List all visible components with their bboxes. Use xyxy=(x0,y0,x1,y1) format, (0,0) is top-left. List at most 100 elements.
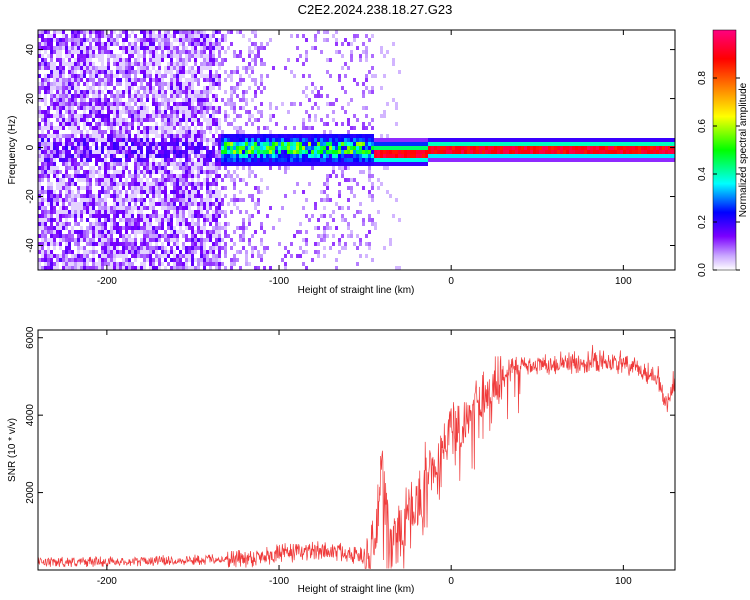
heatmap-cell xyxy=(653,158,656,162)
heatmap-cell xyxy=(62,262,65,266)
heatmap-cell xyxy=(113,254,116,258)
heatmap-cell xyxy=(155,94,158,98)
heatmap-cell xyxy=(140,262,143,266)
heatmap-cell xyxy=(62,162,65,166)
heatmap-cell xyxy=(68,202,71,206)
heatmap-cell xyxy=(200,186,203,190)
heatmap-cell xyxy=(317,158,320,162)
heatmap-cell xyxy=(563,158,566,162)
heatmap-cell xyxy=(488,138,491,142)
heatmap-cell xyxy=(176,218,179,222)
heatmap-cell xyxy=(257,146,260,150)
heatmap-cell xyxy=(137,230,140,234)
heatmap-cell xyxy=(170,222,173,226)
heatmap-cell xyxy=(47,266,50,270)
heatmap-cell xyxy=(332,218,335,222)
heatmap-cell xyxy=(92,214,95,218)
heatmap-cell xyxy=(164,70,167,74)
heatmap-cell xyxy=(425,158,428,162)
heatmap-cell xyxy=(251,66,254,70)
heatmap-cell xyxy=(86,46,89,50)
heatmap-cell xyxy=(497,158,500,162)
heatmap-cell xyxy=(248,222,251,226)
heatmap-cell xyxy=(176,130,179,134)
heatmap-cell xyxy=(143,34,146,38)
heatmap-cell xyxy=(227,162,230,166)
heatmap-cell xyxy=(179,42,182,46)
heatmap-cell xyxy=(146,110,149,114)
heatmap-cell xyxy=(311,106,314,110)
heatmap-cell xyxy=(449,158,452,162)
heatmap-cell xyxy=(323,190,326,194)
heatmap-cell xyxy=(662,158,665,162)
heatmap-cell xyxy=(221,134,224,138)
heatmap-cell xyxy=(104,122,107,126)
heatmap-cell xyxy=(119,130,122,134)
heatmap-cell xyxy=(299,154,302,158)
heatmap-cell xyxy=(95,150,98,154)
heatmap-cell xyxy=(56,258,59,262)
heatmap-cell xyxy=(449,150,452,154)
heatmap-cell xyxy=(77,190,80,194)
heatmap-cell xyxy=(86,82,89,86)
heatmap-cell xyxy=(173,94,176,98)
heatmap-cell xyxy=(356,182,359,186)
heatmap-cell xyxy=(62,70,65,74)
heatmap-cell xyxy=(260,102,263,106)
heatmap-cell xyxy=(128,98,131,102)
heatmap-cell xyxy=(95,158,98,162)
heatmap-cell xyxy=(77,114,80,118)
heatmap-cell xyxy=(197,246,200,250)
heatmap-cell xyxy=(164,194,167,198)
heatmap-cell xyxy=(227,74,230,78)
heatmap-cell xyxy=(140,42,143,46)
heatmap-cell xyxy=(41,258,44,262)
heatmap-cell xyxy=(218,82,221,86)
heatmap-cell xyxy=(260,226,263,230)
heatmap-cell xyxy=(74,30,77,34)
colorbar-tick-label: 0.8 xyxy=(697,71,708,85)
heatmap-cell xyxy=(218,106,221,110)
heatmap-cell xyxy=(506,150,509,154)
heatmap-cell xyxy=(62,158,65,162)
heatmap-cell xyxy=(326,138,329,142)
heatmap-cell xyxy=(170,198,173,202)
heatmap-cell xyxy=(239,106,242,110)
heatmap-cell xyxy=(176,234,179,238)
heatmap-cell xyxy=(203,130,206,134)
heatmap-cell xyxy=(53,50,56,54)
heatmap-cell xyxy=(371,154,374,158)
heatmap-cell xyxy=(254,42,257,46)
heatmap-cell xyxy=(179,218,182,222)
heatmap-cell xyxy=(119,182,122,186)
heatmap-cell xyxy=(215,166,218,170)
heatmap-cell xyxy=(179,90,182,94)
heatmap-cell xyxy=(137,66,140,70)
heatmap-cell xyxy=(68,98,71,102)
heatmap-cell xyxy=(38,190,41,194)
heatmap-cell xyxy=(59,234,62,238)
heatmap-cell xyxy=(212,202,215,206)
heatmap-cell xyxy=(47,250,50,254)
heatmap-cell xyxy=(260,238,263,242)
heatmap-cell xyxy=(239,154,242,158)
heatmap-cell xyxy=(59,138,62,142)
heatmap-cell xyxy=(242,106,245,110)
heatmap-cell xyxy=(491,158,494,162)
heatmap-cell xyxy=(569,158,572,162)
heatmap-cell xyxy=(83,46,86,50)
heatmap-cell xyxy=(251,250,254,254)
heatmap-cell xyxy=(170,90,173,94)
heatmap-cell xyxy=(110,246,113,250)
heatmap-cell xyxy=(56,50,59,54)
heatmap-cell xyxy=(152,190,155,194)
heatmap-cell xyxy=(332,150,335,154)
heatmap-cell xyxy=(350,190,353,194)
heatmap-cell xyxy=(146,246,149,250)
heatmap-cell xyxy=(65,150,68,154)
heatmap-cell xyxy=(185,154,188,158)
heatmap-cell xyxy=(107,154,110,158)
heatmap-cell xyxy=(131,146,134,150)
heatmap-cell xyxy=(89,178,92,182)
heatmap-cell xyxy=(338,142,341,146)
